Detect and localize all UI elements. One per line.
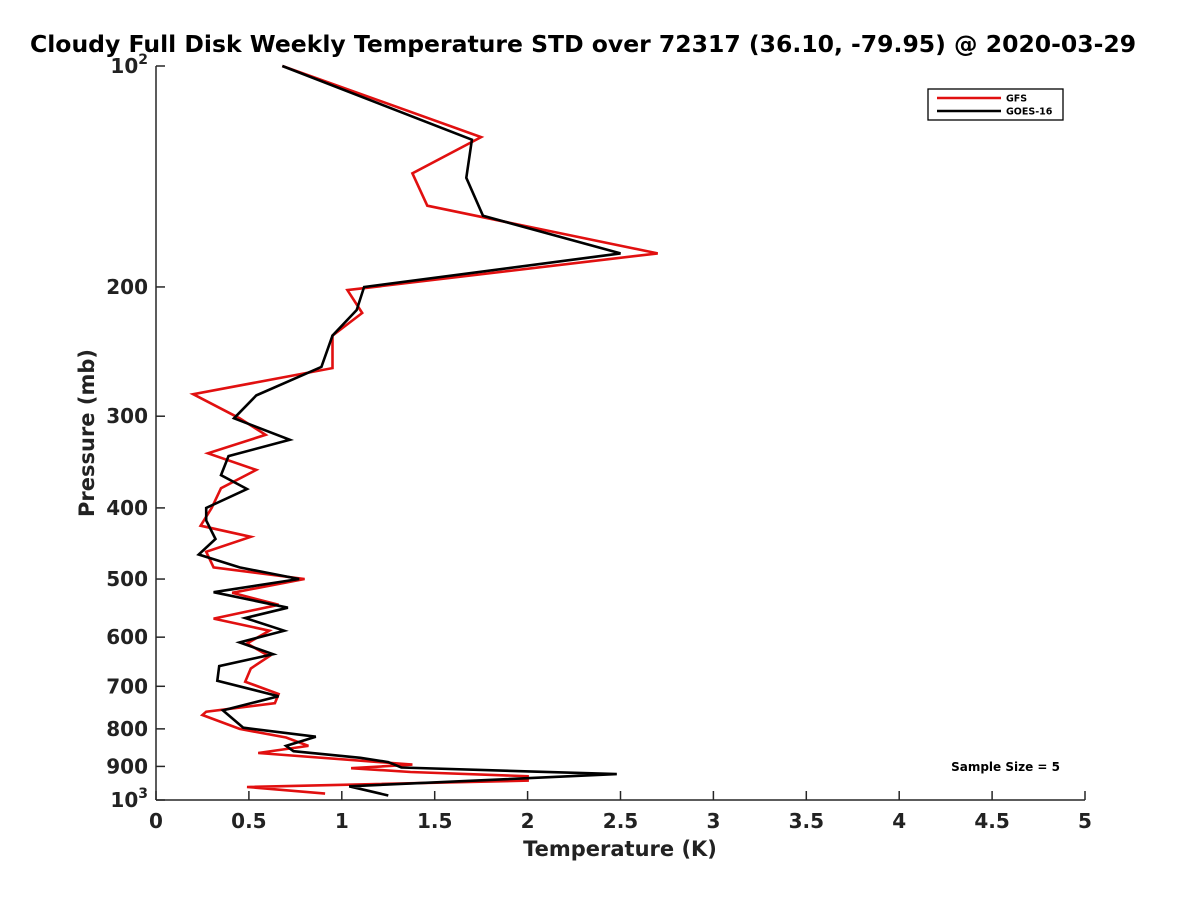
y-tick-label: 800 [106,717,148,741]
legend-label: GFS [1006,94,1027,105]
x-tick-label: 1 [335,809,349,833]
x-tick-label: 3 [706,809,720,833]
y-tick-label: 300 [106,404,148,428]
x-tick-label: 2 [521,809,535,833]
y-tick-label: 400 [106,496,148,520]
y-axis-label: Pressure (mb) [75,349,99,517]
x-tick-label: 2.5 [603,809,638,833]
x-tick-label: 5 [1078,809,1092,833]
x-tick-label: 4 [892,809,906,833]
sample-size-annotation: Sample Size = 5 [951,760,1060,774]
series-line-gfs [189,64,658,795]
series-line-goes-16 [196,64,621,797]
x-tick-label: 3.5 [789,809,824,833]
y-tick-label: 102 [110,52,148,78]
y-tick-label: 700 [106,674,148,698]
legend-box [927,88,1064,121]
y-tick-label: 200 [106,275,148,299]
axes: 0 0.5 1 1.5 2 2.5 3 3.5 4 4.5 5 102 200 300 400 500 600 7… [106,52,1092,833]
y-tick-label: 600 [106,625,148,649]
y-tick-label: 103 [110,786,148,812]
chart-title: Cloudy Full Disk Weekly Temperature STD … [30,30,1137,58]
x-tick-label: 0 [149,809,163,833]
y-tick-label: 500 [106,567,148,591]
y-tick-label: 900 [106,754,148,778]
x-tick-label: 4.5 [974,809,1009,833]
legend-label: GOES-16 [1006,107,1053,118]
legend: GFS GOES-16 [927,88,1064,121]
x-axis-label: Temperature (K) [523,837,717,861]
x-tick-label: 1.5 [417,809,452,833]
x-tick-label: 0.5 [231,809,266,833]
series-group [189,64,658,797]
